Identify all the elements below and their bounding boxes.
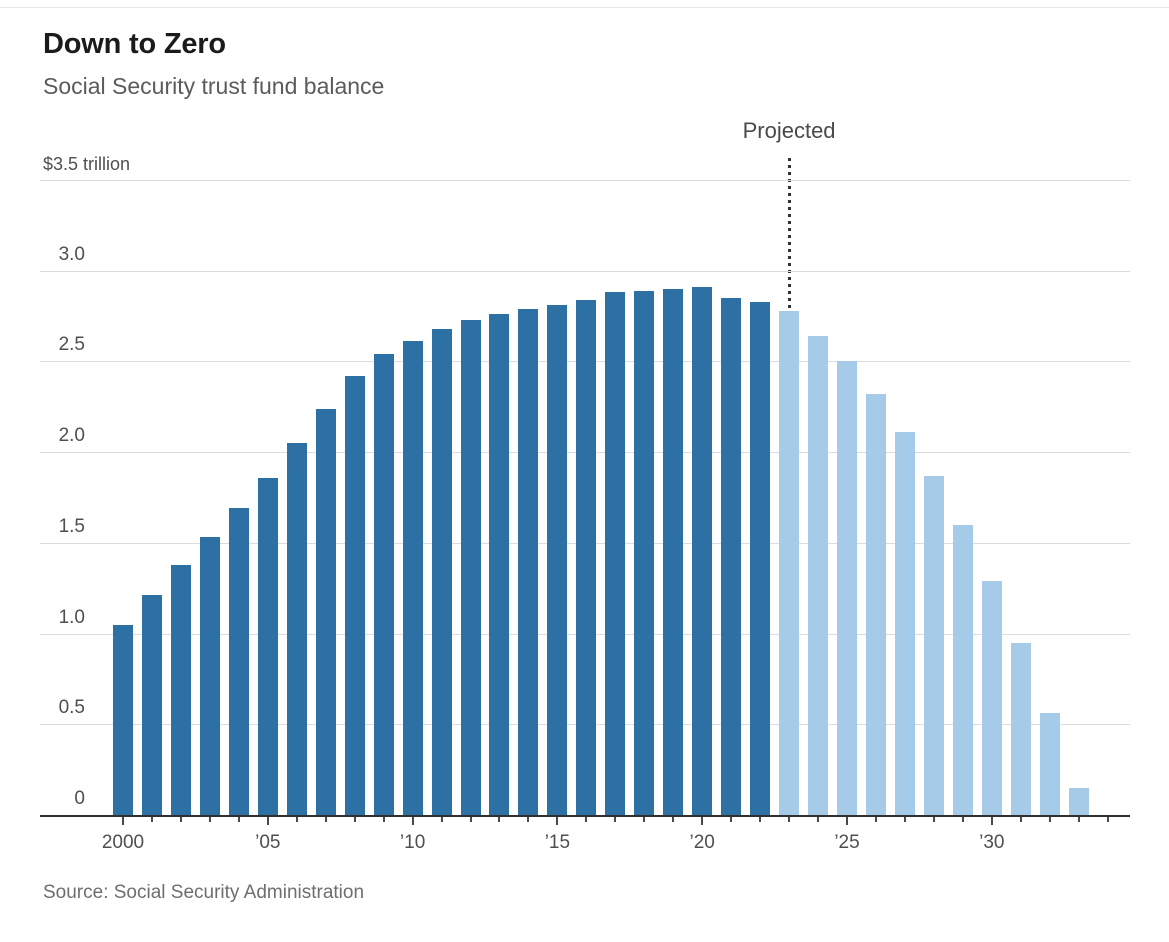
x-axis-line	[40, 815, 1130, 817]
bar-2022	[750, 301, 771, 815]
bar-2023	[779, 310, 800, 815]
x-tick-label-2020: ’20	[689, 832, 715, 853]
x-tick-label-2015: ’15	[544, 832, 571, 853]
bar-2026	[865, 394, 886, 815]
x-tick-2021	[730, 817, 733, 822]
x-tick-2027	[903, 817, 906, 822]
y-tick-label-0: 0	[74, 788, 85, 809]
x-tick-2011	[440, 817, 443, 822]
x-tick-2007	[324, 817, 327, 822]
x-tick-2002	[179, 817, 182, 822]
bar-2019	[663, 288, 684, 815]
bar-2029	[952, 524, 973, 815]
chart-title: Down to Zero	[43, 28, 226, 60]
y-tick-label-2.0: 2.0	[58, 425, 85, 447]
bar-2014	[518, 308, 539, 815]
x-tick-2030	[990, 817, 993, 825]
bar-2013	[489, 314, 510, 815]
bar-2025	[837, 361, 857, 815]
bar-2033	[1068, 787, 1089, 815]
x-tick-2014	[527, 817, 530, 822]
x-tick-label-2005: ’05	[255, 832, 281, 853]
x-tick-2020	[701, 817, 704, 825]
x-tick-2003	[208, 817, 211, 822]
x-tick-2026	[874, 817, 877, 822]
x-tick-2017	[614, 817, 617, 822]
x-tick-2025	[846, 817, 848, 825]
x-tick-2029	[961, 817, 964, 822]
chart-subtitle: Social Security trust fund balance	[43, 73, 385, 99]
bar-2031	[1010, 642, 1031, 815]
x-tick-label-2000: 2000	[101, 832, 145, 853]
x-tick-2010	[411, 817, 414, 825]
bar-2024	[808, 336, 829, 815]
x-tick-2032	[1048, 817, 1051, 822]
x-tick-2019	[672, 817, 675, 822]
y-tick-label-1.0: 1.0	[58, 606, 85, 628]
x-tick-2013	[498, 817, 501, 822]
bar-2004	[228, 508, 249, 815]
x-tick-2018	[643, 817, 646, 822]
x-tick-2000	[122, 817, 124, 825]
bar-2016	[576, 299, 597, 815]
y-tick-label-2.5: 2.5	[58, 334, 85, 356]
bar-2010	[402, 341, 423, 815]
source-note: Source: Social Security Administration	[43, 882, 365, 903]
x-tick-2015	[556, 817, 559, 825]
bar-2015	[547, 305, 568, 815]
y-tick-label-0.5: 0.5	[58, 697, 85, 719]
top-divider	[0, 7, 1169, 8]
bar-2011	[431, 328, 452, 815]
bar-2003	[199, 537, 220, 815]
bar-2005	[257, 477, 278, 815]
x-tick-2012	[469, 817, 472, 822]
x-tick-2023	[788, 817, 791, 822]
bar-2001	[141, 595, 162, 815]
x-tick-2028	[932, 817, 935, 822]
bar-2018	[634, 290, 655, 815]
bar-2032	[1039, 713, 1060, 815]
x-tick-label-2025: ’25	[834, 832, 860, 853]
x-tick-2006	[295, 817, 298, 822]
x-tick-label-2030: ’30	[979, 832, 1005, 853]
x-tick-2033	[1077, 817, 1080, 822]
bar-2000	[113, 624, 133, 815]
bar-2017	[605, 292, 626, 815]
bar-2028	[923, 475, 944, 815]
projected-annotation-label: Projected	[742, 118, 836, 143]
x-tick-2016	[585, 817, 588, 822]
x-tick-2005	[266, 817, 269, 825]
bar-2012	[460, 319, 481, 815]
x-tick-2034	[1106, 817, 1109, 822]
bar-2006	[286, 443, 307, 815]
x-tick-2031	[1019, 817, 1022, 822]
bar-2009	[373, 354, 394, 815]
bar-2020	[692, 287, 713, 815]
bar-2007	[315, 408, 336, 815]
x-tick-2008	[353, 817, 356, 822]
x-tick-2001	[150, 817, 153, 822]
y-tick-label-1.5: 1.5	[58, 515, 85, 537]
y-tick-label-3.0: 3.0	[58, 243, 85, 265]
y-axis-top-label: $3.5 trillion	[43, 154, 131, 174]
bar-2027	[894, 432, 915, 815]
x-tick-2004	[237, 817, 240, 822]
bar-2002	[170, 564, 191, 815]
gridline-3.5	[40, 180, 1130, 181]
x-tick-2009	[382, 817, 385, 822]
x-tick-2022	[759, 817, 762, 822]
x-tick-2024	[817, 817, 820, 822]
bar-2008	[344, 375, 365, 815]
x-tick-label-2010: ’10	[399, 832, 426, 853]
bar-2030	[981, 580, 1002, 815]
gridline-3	[40, 270, 1130, 272]
bar-2021	[721, 297, 742, 815]
